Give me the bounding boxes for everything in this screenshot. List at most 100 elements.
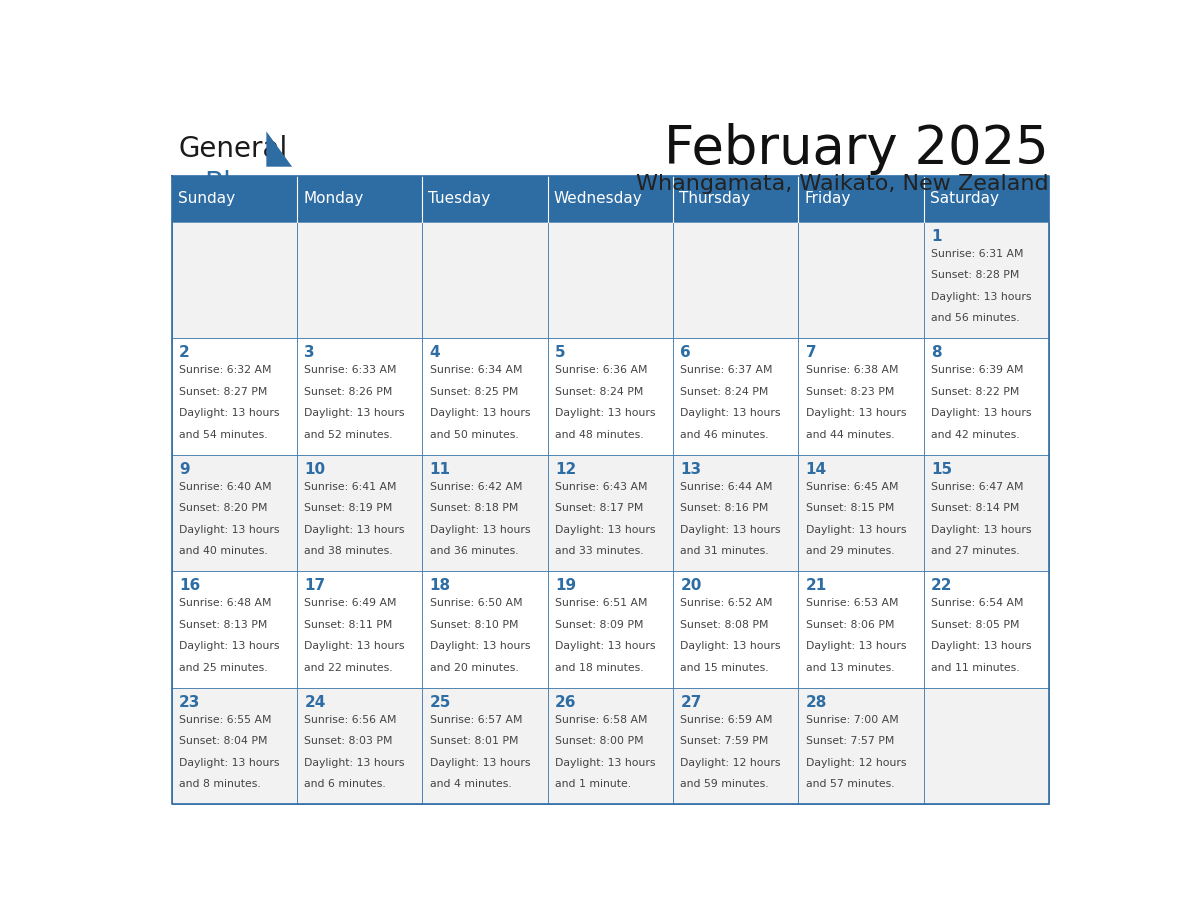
Text: and 11 minutes.: and 11 minutes. [931,663,1019,673]
Bar [923,339,1049,454]
Text: Sunset: 8:00 PM: Sunset: 8:00 PM [555,736,644,746]
Bar [297,176,422,222]
Text: and 33 minutes.: and 33 minutes. [555,546,644,556]
Bar [171,454,297,571]
Text: Sunset: 8:25 PM: Sunset: 8:25 PM [430,386,518,397]
Text: Sunrise: 6:44 AM: Sunrise: 6:44 AM [681,482,773,492]
Text: Sunset: 8:13 PM: Sunset: 8:13 PM [179,620,267,630]
Text: Sunset: 8:08 PM: Sunset: 8:08 PM [681,620,769,630]
Bar [798,688,923,804]
Bar [672,688,798,804]
Text: and 13 minutes.: and 13 minutes. [805,663,895,673]
Text: 18: 18 [430,578,451,593]
Bar [548,339,672,454]
Text: Daylight: 13 hours: Daylight: 13 hours [805,409,906,419]
Bar [798,454,923,571]
Text: 3: 3 [304,345,315,361]
Bar [923,454,1049,571]
Text: 12: 12 [555,462,576,476]
Text: Sunrise: 6:45 AM: Sunrise: 6:45 AM [805,482,898,492]
Text: 23: 23 [179,695,201,710]
Text: Daylight: 13 hours: Daylight: 13 hours [681,642,781,651]
Text: 21: 21 [805,578,827,593]
Bar [672,454,798,571]
Text: Sunset: 8:11 PM: Sunset: 8:11 PM [304,620,393,630]
Text: Daylight: 13 hours: Daylight: 13 hours [931,292,1031,302]
Text: and 6 minutes.: and 6 minutes. [304,779,386,789]
Text: and 1 minute.: and 1 minute. [555,779,631,789]
Text: Sunset: 8:03 PM: Sunset: 8:03 PM [304,736,393,746]
Text: Daylight: 13 hours: Daylight: 13 hours [430,757,530,767]
Text: and 52 minutes.: and 52 minutes. [304,430,393,440]
Text: Wednesday: Wednesday [554,191,643,207]
Text: Daylight: 13 hours: Daylight: 13 hours [430,409,530,419]
Text: 7: 7 [805,345,816,361]
Text: Sunrise: 6:55 AM: Sunrise: 6:55 AM [179,715,272,724]
Bar [171,339,297,454]
Text: and 44 minutes.: and 44 minutes. [805,430,895,440]
Text: 5: 5 [555,345,565,361]
Text: Sunset: 8:24 PM: Sunset: 8:24 PM [681,386,769,397]
Text: Sunset: 7:57 PM: Sunset: 7:57 PM [805,736,895,746]
Text: Daylight: 12 hours: Daylight: 12 hours [805,757,906,767]
Text: Sunset: 7:59 PM: Sunset: 7:59 PM [681,736,769,746]
Text: Sunset: 8:22 PM: Sunset: 8:22 PM [931,386,1019,397]
Text: and 36 minutes.: and 36 minutes. [430,546,518,556]
Bar [422,222,548,339]
Text: General: General [179,135,289,163]
Text: Sunday: Sunday [178,191,235,207]
Text: 27: 27 [681,695,702,710]
Text: February 2025: February 2025 [664,123,1049,175]
Text: 20: 20 [681,578,702,593]
Text: Sunrise: 6:36 AM: Sunrise: 6:36 AM [555,365,647,375]
Text: Thursday: Thursday [680,191,751,207]
Text: Daylight: 13 hours: Daylight: 13 hours [555,757,656,767]
Text: Daylight: 13 hours: Daylight: 13 hours [179,757,279,767]
Text: and 56 minutes.: and 56 minutes. [931,313,1019,323]
Bar [171,176,297,222]
Bar [923,688,1049,804]
Text: Sunset: 8:26 PM: Sunset: 8:26 PM [304,386,393,397]
Text: Daylight: 13 hours: Daylight: 13 hours [555,525,656,535]
Text: Daylight: 13 hours: Daylight: 13 hours [304,757,405,767]
Text: Daylight: 13 hours: Daylight: 13 hours [179,525,279,535]
Text: Blue: Blue [204,171,266,198]
Bar [672,176,798,222]
Text: Sunrise: 6:42 AM: Sunrise: 6:42 AM [430,482,523,492]
Text: Sunset: 8:14 PM: Sunset: 8:14 PM [931,503,1019,513]
Text: Sunset: 8:09 PM: Sunset: 8:09 PM [555,620,644,630]
Text: 4: 4 [430,345,441,361]
Text: Sunrise: 6:41 AM: Sunrise: 6:41 AM [304,482,397,492]
Text: Daylight: 13 hours: Daylight: 13 hours [179,642,279,651]
Bar [672,222,798,339]
Text: Daylight: 13 hours: Daylight: 13 hours [931,525,1031,535]
Bar [297,571,422,688]
Text: Daylight: 13 hours: Daylight: 13 hours [179,409,279,419]
Bar [672,571,798,688]
Text: Sunset: 8:16 PM: Sunset: 8:16 PM [681,503,769,513]
Text: Sunrise: 6:56 AM: Sunrise: 6:56 AM [304,715,397,724]
Text: Sunset: 8:04 PM: Sunset: 8:04 PM [179,736,267,746]
Text: Daylight: 13 hours: Daylight: 13 hours [304,409,405,419]
Text: Daylight: 13 hours: Daylight: 13 hours [555,409,656,419]
Text: and 22 minutes.: and 22 minutes. [304,663,393,673]
Text: Daylight: 13 hours: Daylight: 13 hours [931,642,1031,651]
Bar [422,454,548,571]
Text: Sunset: 8:18 PM: Sunset: 8:18 PM [430,503,518,513]
Text: Friday: Friday [804,191,851,207]
Text: Sunrise: 6:40 AM: Sunrise: 6:40 AM [179,482,272,492]
Text: Monday: Monday [303,191,364,207]
Text: Sunrise: 6:43 AM: Sunrise: 6:43 AM [555,482,647,492]
Text: and 38 minutes.: and 38 minutes. [304,546,393,556]
Text: and 40 minutes.: and 40 minutes. [179,546,267,556]
Text: Daylight: 13 hours: Daylight: 13 hours [304,525,405,535]
Bar [422,176,548,222]
Text: Saturday: Saturday [930,191,999,207]
Bar [297,688,422,804]
Text: 2: 2 [179,345,190,361]
Text: Sunrise: 6:48 AM: Sunrise: 6:48 AM [179,599,272,609]
Text: and 29 minutes.: and 29 minutes. [805,546,895,556]
Bar [548,454,672,571]
Text: 22: 22 [931,578,953,593]
Text: 26: 26 [555,695,576,710]
